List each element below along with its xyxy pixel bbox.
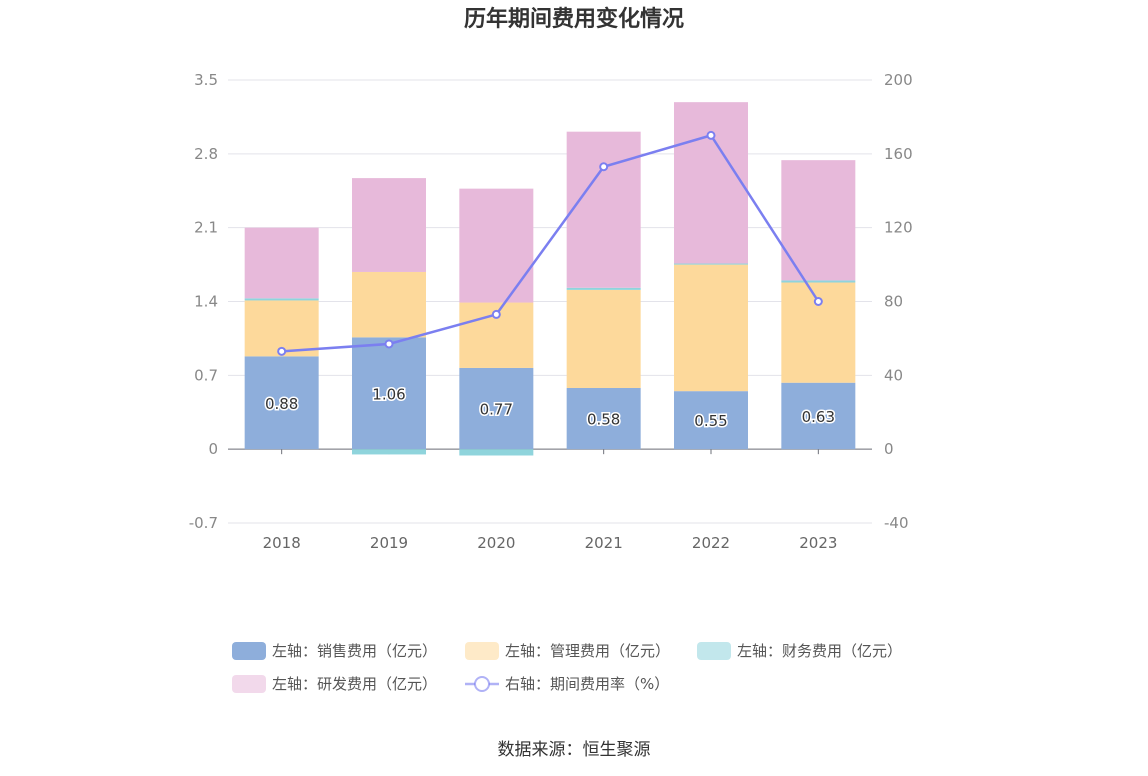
- legend-label: 右轴：期间费用率（%）: [505, 675, 669, 693]
- bar-segment: [352, 449, 426, 455]
- bar-segment: [674, 264, 748, 392]
- legend-swatch: [232, 642, 266, 660]
- left-axis-tick-label: 2.8: [194, 145, 218, 163]
- line-point: [706, 130, 716, 140]
- bar-data-label: 0.88: [265, 395, 298, 413]
- bar-segment: [781, 160, 856, 281]
- left-axis-tick-label: 3.5: [194, 71, 218, 89]
- legend-label: 左轴：研发费用（亿元）: [272, 675, 437, 693]
- legend-label: 左轴：财务费用（亿元）: [737, 642, 902, 660]
- bar-segment: [566, 289, 641, 388]
- bar-segment: [244, 298, 319, 301]
- line-point: [277, 346, 287, 356]
- legend-label: 左轴：销售费用（亿元）: [272, 642, 437, 660]
- bar-segment: [459, 449, 534, 456]
- legend-swatch: [697, 642, 731, 660]
- bar-data-label: 0.77: [480, 401, 513, 419]
- left-axis-tick-label: -0.7: [189, 514, 218, 532]
- x-axis-tick-label: 2023: [799, 534, 837, 552]
- bar-segment: [566, 287, 641, 290]
- line-point: [813, 297, 823, 306]
- x-axis-tick-label: 2020: [477, 534, 515, 552]
- legend-swatch: [232, 675, 266, 693]
- right-axis-tick-label: 160: [884, 145, 913, 163]
- left-axis-tick-label: 0: [208, 440, 218, 458]
- bar-segment: [352, 337, 426, 450]
- line-point: [384, 339, 394, 349]
- right-axis-tick-label: 80: [884, 293, 903, 311]
- bar-segment: [459, 188, 534, 303]
- labels-layer: 0.88 1.06 0.77 0.58 0.55 0.63: [263, 384, 836, 432]
- bar-data-label: 0.63: [802, 408, 835, 426]
- bar-segment: [566, 131, 641, 288]
- bar-segment: [674, 391, 748, 450]
- x-axis-tick-label: 2022: [692, 534, 730, 552]
- line-series-path: [281, 133, 820, 353]
- bar-segment: [566, 387, 641, 450]
- line-layer: [277, 130, 823, 356]
- bar-segment: [459, 367, 534, 450]
- right-axis-tick-label: 200: [884, 71, 913, 89]
- bar-segment: [244, 356, 319, 450]
- right-axis-tick-label: 0: [884, 440, 894, 458]
- bar-segment: [674, 102, 748, 264]
- x-axis-tick-label: 2018: [263, 534, 301, 552]
- bars-layer: [244, 102, 856, 456]
- bar-segment: [674, 263, 748, 265]
- chart-title: 历年期间费用变化情况: [464, 6, 684, 32]
- legend-marker: [474, 676, 490, 692]
- bar-data-label: 1.06: [372, 385, 405, 403]
- bar-segment: [352, 178, 426, 272]
- legend-swatch: [465, 642, 499, 660]
- left-axis-tick-label: 0.7: [194, 366, 218, 384]
- bar-segment: [781, 280, 856, 283]
- right-axis-tick-label: 120: [884, 219, 913, 237]
- x-axis-tick-label: 2019: [370, 534, 408, 552]
- line-point: [599, 162, 609, 172]
- line-point: [491, 309, 501, 319]
- bar-segment: [352, 271, 426, 338]
- legend: 左轴：销售费用（亿元） 左轴：管理费用（亿元） 左轴：财务费用（亿元） 左轴：研发费用…: [232, 642, 902, 693]
- left-axis-tick-label: 1.4: [194, 293, 218, 311]
- left-axis-tick-label: 2.1: [194, 219, 218, 237]
- legend-label: 左轴：管理费用（亿元）: [505, 642, 670, 660]
- right-axis-tick-label: -40: [884, 514, 909, 532]
- x-axis-tick-label: 2021: [585, 534, 623, 552]
- right-axis-tick-label: 40: [884, 366, 903, 384]
- grid-layer: 3.5 2.8 2.1 1.4 0.7 0 -0.7 200 160 120 80 40 0 -40 201…: [189, 71, 913, 552]
- bar-data-label: 0.55: [694, 412, 727, 430]
- bar-segment: [244, 227, 319, 299]
- source-note: 数据来源：恒生聚源: [498, 740, 651, 760]
- bar-segment: [781, 382, 856, 450]
- bar-data-label: 0.58: [587, 411, 620, 429]
